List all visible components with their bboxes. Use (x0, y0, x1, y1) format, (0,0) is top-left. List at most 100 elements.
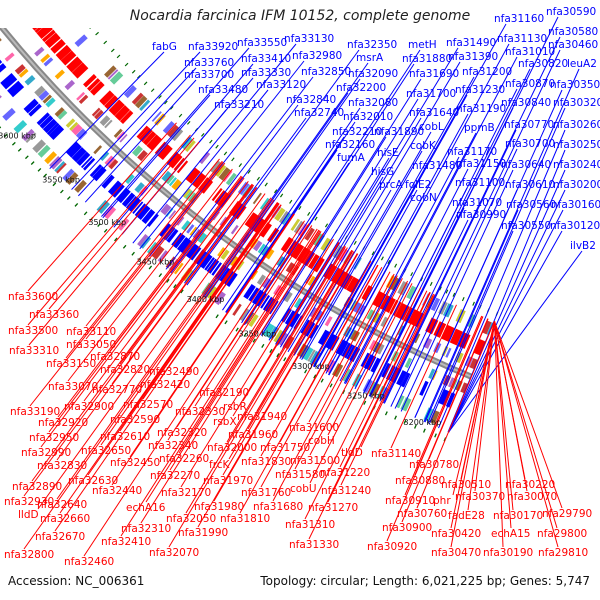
gene-block (274, 207, 286, 222)
reverse-gene-label: echA15 (491, 528, 530, 540)
gene-block (422, 337, 433, 349)
forward-gene-label: folE2 (405, 179, 431, 191)
gene-block (13, 0, 26, 7)
rna-mark (298, 206, 302, 210)
gene-block (370, 357, 381, 373)
gene-block (192, 172, 207, 189)
reverse-gene-label: nfa32420 (140, 379, 190, 391)
gene-block (280, 236, 294, 253)
reverse-leader-line (57, 175, 242, 418)
rna-mark (363, 400, 367, 405)
reverse-leader-line (222, 251, 355, 476)
forward-gene-label: nfa30700 (505, 138, 555, 150)
gene-block (206, 285, 218, 300)
gene-block (146, 241, 157, 254)
gene-block (27, 13, 41, 26)
gene-block (290, 242, 305, 260)
rna-mark (124, 62, 129, 67)
gene-block (36, 28, 53, 39)
gene-block (81, 156, 93, 169)
forward-leader-line (448, 230, 563, 433)
gene-block (42, 118, 58, 134)
rna-mark (116, 54, 121, 59)
rna-mark (66, 196, 71, 200)
gene-block (65, 141, 82, 158)
forward-leader-line (328, 43, 510, 376)
reverse-gene-label: nfa31580 (275, 469, 325, 481)
forward-leader-line (448, 189, 566, 433)
gene-block (54, 107, 65, 117)
gene-block (146, 213, 159, 227)
gene-block (346, 345, 356, 360)
forward-gene-label: nfa30770 (504, 119, 554, 131)
forward-leader-line (287, 61, 461, 353)
reverse-leader-line (494, 321, 512, 529)
reverse-leader-line (111, 213, 295, 486)
gene-block (55, 44, 72, 61)
gene-block (252, 192, 262, 205)
gene-block (171, 179, 183, 191)
gene-block (472, 338, 487, 356)
gene-block (406, 285, 417, 300)
gene-block (248, 314, 259, 328)
gene-block (4, 52, 15, 62)
gene-block (396, 370, 407, 386)
reverse-gene-label: nfa32820 (100, 364, 150, 376)
gene-block (22, 128, 35, 142)
reverse-leader-line (386, 316, 484, 542)
gene-block (161, 170, 172, 182)
reverse-leader-line (100, 199, 275, 446)
gene-block (460, 382, 469, 394)
gene-block (90, 81, 105, 96)
forward-leader-line (225, 136, 345, 313)
gene-block (401, 372, 411, 388)
reverse-gene-label: nfa32920 (38, 417, 88, 429)
forward-gene-label: nfa31230 (455, 84, 505, 96)
reverse-leader-line (309, 283, 413, 484)
forward-gene-label: nfa30240 (553, 159, 600, 171)
kbp-tick-label: 3250 kbp (347, 391, 385, 400)
rna-mark (173, 284, 177, 289)
gene-block (134, 203, 151, 220)
forward-leader-line (113, 63, 254, 228)
forward-gene-label: nfa30640 (501, 159, 551, 171)
reverse-gene-label: nfa33110 (66, 326, 116, 338)
gene-block (173, 262, 184, 275)
rna-mark (122, 244, 127, 249)
reverse-gene-label: nfa32170 (161, 487, 211, 499)
rna-mark (445, 289, 449, 294)
reverse-leader-line (226, 245, 346, 443)
gene-block (124, 173, 135, 185)
gene-block (342, 274, 354, 290)
rna-mark (103, 228, 108, 233)
gene-block (116, 187, 131, 204)
gene-block (184, 190, 194, 200)
reverse-gene-label: phr (433, 495, 451, 507)
gene-block (304, 227, 315, 241)
reverse-leader-line (304, 287, 422, 520)
gene-block (260, 294, 271, 309)
reverse-leader-line (494, 321, 559, 548)
gene-block (57, 109, 68, 120)
gene-block (469, 358, 479, 370)
reverse-leader-line (167, 223, 310, 441)
gene-block (7, 80, 25, 98)
gene-block (89, 164, 103, 178)
kbp-tick-label: 3550 kbp (42, 176, 80, 185)
rna-mark (353, 240, 357, 245)
gene-block (285, 262, 296, 274)
rna-mark (452, 292, 456, 297)
gene-block (256, 274, 266, 286)
gene-block (114, 105, 131, 121)
rna-mark (422, 428, 426, 433)
forward-gene-label: nfa30160 (551, 199, 600, 211)
gene-block (251, 216, 267, 234)
reverse-leader-line (228, 250, 353, 460)
forward-leader-line (394, 148, 518, 409)
reverse-gene-label: nfa31140 (371, 448, 421, 460)
forward-leader-line (49, 51, 165, 170)
reverse-gene-label: nfa32310 (121, 523, 171, 535)
rna-mark (178, 113, 183, 118)
gene-block (360, 352, 371, 368)
forward-gene-label: nfa30840 (501, 97, 551, 109)
